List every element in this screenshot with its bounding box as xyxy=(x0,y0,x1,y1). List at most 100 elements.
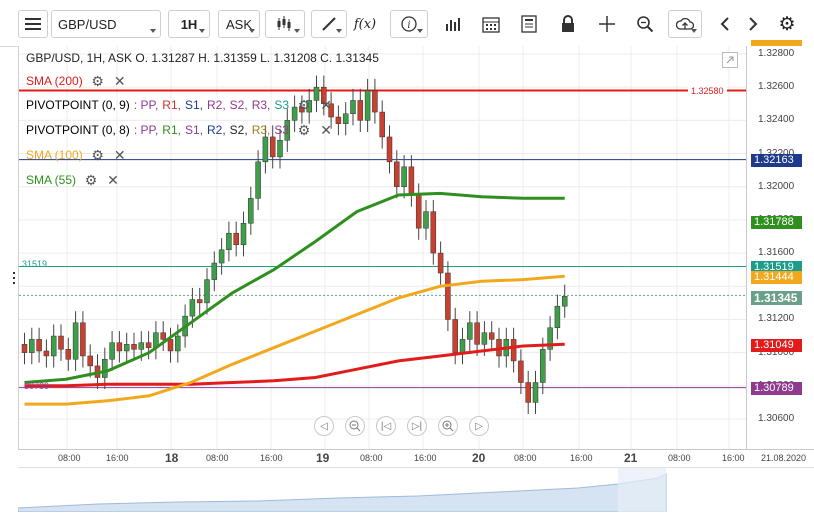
candle-body xyxy=(437,252,444,274)
gear-icon[interactable]: ⚙ xyxy=(91,73,104,89)
interval-selector[interactable]: 1H xyxy=(168,10,210,38)
menu-icon[interactable] xyxy=(18,10,48,38)
pivot-part: S1, xyxy=(184,98,203,112)
candle-body xyxy=(394,161,400,187)
time-tick: 08:00 xyxy=(206,453,229,463)
price-label: 1.32163 xyxy=(751,153,802,167)
pivot-part: : PP, xyxy=(133,98,159,112)
expand-icon[interactable] xyxy=(722,52,738,68)
pivot-part: S1, xyxy=(184,123,203,137)
close-icon[interactable]: ✕ xyxy=(320,122,332,138)
candle-body xyxy=(547,327,553,350)
resize-handle[interactable] xyxy=(13,272,16,286)
zoom-out-icon[interactable] xyxy=(345,416,365,436)
pivot-part: S3 xyxy=(274,123,290,137)
arrow-left-icon[interactable] xyxy=(712,10,738,38)
table-icon[interactable] xyxy=(514,10,544,38)
lock-icon[interactable] xyxy=(553,10,583,38)
chart-toolbar: GBP/USD 1H ASK f(x) i xyxy=(0,0,814,47)
candle-body xyxy=(58,335,64,350)
chevron-down-icon xyxy=(199,29,205,33)
price-label: 1.30789 xyxy=(751,381,802,395)
legend-sma-55: SMA (55) ⚙ ✕ xyxy=(26,173,120,187)
candle-body xyxy=(423,211,429,229)
chevron-down-icon xyxy=(150,29,156,33)
zoom-in-icon[interactable] xyxy=(438,416,458,436)
close-icon[interactable]: ✕ xyxy=(113,73,126,89)
price-chart xyxy=(19,46,747,449)
candle-body xyxy=(160,332,166,340)
candle-body xyxy=(488,332,495,340)
candle-body xyxy=(342,113,349,124)
candle-body xyxy=(36,339,42,352)
pivot-part: S2, xyxy=(229,98,248,112)
crosshair-icon[interactable] xyxy=(592,10,622,38)
candle-body xyxy=(131,344,137,350)
chevron-down-icon xyxy=(417,29,423,33)
gear-icon[interactable]: ⚙ xyxy=(297,97,311,113)
chevron-down-icon xyxy=(691,29,697,33)
price-label: 1.31519 xyxy=(751,260,802,274)
close-icon[interactable]: ✕ xyxy=(107,172,119,188)
candle-body xyxy=(510,339,517,362)
price-tick: 1.31600 xyxy=(758,247,795,259)
line-label-left: 31519 xyxy=(22,259,48,269)
candle-body xyxy=(328,103,334,118)
arrow-right-icon[interactable] xyxy=(740,10,766,38)
price-label: 1.31049 xyxy=(751,338,802,352)
candle-body xyxy=(415,194,422,229)
gear-icon[interactable]: ⚙ xyxy=(774,10,800,38)
gear-icon[interactable]: ⚙ xyxy=(297,122,311,138)
indicator-label: PIVOTPOINT (0, 9) xyxy=(26,98,130,112)
navigator[interactable] xyxy=(17,467,814,513)
line-label-left: 30789 xyxy=(24,381,50,391)
calendar-icon[interactable] xyxy=(476,10,506,38)
upload-icon[interactable] xyxy=(668,10,702,38)
time-tick: 16:00 xyxy=(414,453,437,463)
candles-icon[interactable] xyxy=(265,10,305,38)
symbol-selector[interactable]: GBP/USD xyxy=(51,10,161,38)
draw-icon[interactable] xyxy=(311,10,347,38)
candle-body xyxy=(313,86,320,101)
zoom-icon[interactable] xyxy=(630,10,660,38)
time-tick: 08:00 xyxy=(58,453,81,463)
close-icon[interactable]: ✕ xyxy=(320,97,332,113)
gear-icon[interactable]: ⚙ xyxy=(91,147,104,163)
candle-body xyxy=(29,339,35,353)
legend-pivot-0-9: PIVOTPOINT (0, 9) : PP, R1, S1, R2, S2, … xyxy=(26,98,333,112)
chart-area[interactable] xyxy=(18,46,747,449)
candle-body xyxy=(518,360,524,383)
price-tick: 1.32600 xyxy=(758,81,795,93)
indicator-label: SMA (55) xyxy=(26,173,77,187)
candle-body xyxy=(291,106,298,121)
price-tick: 1.31000 xyxy=(758,346,795,358)
go-end-button[interactable]: ▷| xyxy=(407,416,427,436)
close-icon[interactable]: ✕ xyxy=(113,147,126,163)
candle-body xyxy=(233,232,239,246)
scroll-left-button[interactable]: ◁ xyxy=(314,416,334,436)
fx-icon[interactable]: f(x) xyxy=(350,10,380,38)
candle-body xyxy=(240,222,247,246)
candle-body xyxy=(481,332,488,345)
price-label-clipped xyxy=(751,40,802,46)
go-start-button[interactable]: |◁ xyxy=(376,416,396,436)
legend-pivot-0-8: PIVOTPOINT (0, 8) : PP, R1, S1, R2, S2, … xyxy=(26,123,333,137)
info-icon[interactable]: i xyxy=(390,10,428,38)
symbol-label: GBP/USD xyxy=(58,16,117,32)
gear-icon[interactable]: ⚙ xyxy=(84,172,98,188)
chevron-down-icon xyxy=(336,29,342,33)
candle-body xyxy=(72,322,79,360)
candle-body xyxy=(554,305,561,329)
time-tick: 16:00 xyxy=(106,453,129,463)
scroll-right-button[interactable]: ▷ xyxy=(469,416,489,436)
price-label: 1.31345 xyxy=(751,291,802,306)
candle-body xyxy=(248,198,254,224)
price-type-selector[interactable]: ASK xyxy=(218,10,260,38)
candle-body xyxy=(372,90,378,113)
candle-body xyxy=(65,349,72,360)
candle-body xyxy=(452,319,458,353)
price-tick: 1.32000 xyxy=(758,180,795,192)
time-axis[interactable] xyxy=(18,449,814,468)
volume-icon[interactable] xyxy=(438,10,468,38)
price-type-label: ASK xyxy=(225,16,252,32)
